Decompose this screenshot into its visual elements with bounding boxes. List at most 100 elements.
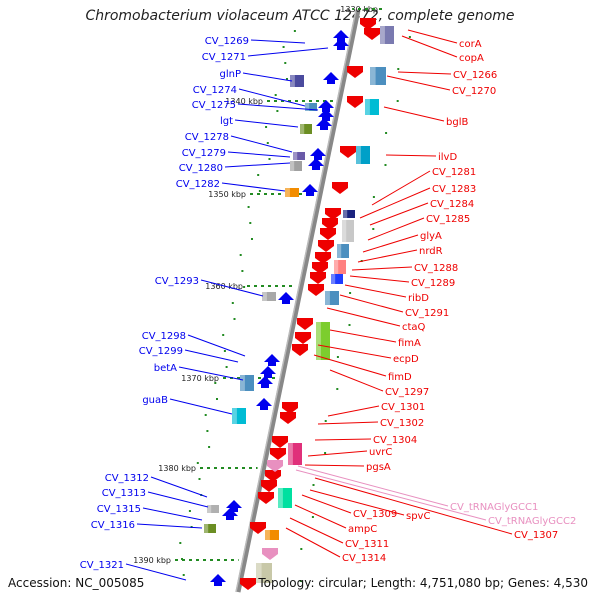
gene-label-ctaq[interactable]: ctaQ [402,322,426,333]
gene-label-cv-1291[interactable]: CV_1291 [405,308,449,319]
track-dot [284,62,287,64]
gene-label-cv-1298[interactable]: CV_1298 [142,331,186,342]
feature-block [305,103,317,111]
track-dot [276,110,279,112]
gene-label-uvrc[interactable]: uvrC [369,447,392,458]
gene-label-cv-1288[interactable]: CV_1288 [414,263,458,274]
gene-label-cv-1279[interactable]: CV_1279 [182,148,226,159]
gene-label-cv-1293[interactable]: CV_1293 [155,276,199,287]
gene-label-cv-1282[interactable]: CV_1282 [176,179,220,190]
reverse-arrow-icon [250,522,266,534]
forward-arrow-icon [222,508,238,520]
scale-tick-label: 1390 kbp [133,556,171,565]
gene-label-beta[interactable]: betA [154,363,177,374]
gene-label-lgt[interactable]: lgt [220,116,233,127]
reverse-arrow-icon [315,252,331,264]
track-dot [336,356,339,358]
label-leader [344,284,407,298]
feature-block [356,146,370,164]
gene-label-glnp[interactable]: glnP [220,69,242,80]
feature-block [293,152,305,160]
gene-label-fima[interactable]: fimA [398,338,421,349]
gene-label-cv-1289[interactable]: CV_1289 [411,278,455,289]
gene-label-cv-1309[interactable]: CV_1309 [353,509,397,520]
label-leader [313,354,387,377]
forward-arrow-icon [260,366,276,378]
gene-label-cv-1285[interactable]: CV_1285 [426,214,470,225]
feature-block [300,124,312,134]
gene-label-cv-1271[interactable]: CV_1271 [202,52,246,63]
track-dot [324,420,327,422]
gene-label-cv-1301[interactable]: CV_1301 [381,402,425,413]
track-dot [408,36,411,38]
gene-label-cv-1315[interactable]: CV_1315 [97,504,141,515]
gene-label-cv-1312[interactable]: CV_1312 [105,473,149,484]
gene-label-cv-1316[interactable]: CV_1316 [91,520,135,531]
reverse-arrow-icon [292,344,308,356]
gene-label-guab[interactable]: guaB [142,395,168,406]
gene-label-cv-1304[interactable]: CV_1304 [373,435,417,446]
gene-label-nrdr[interactable]: nrdR [419,246,443,257]
gene-label-cv-1311[interactable]: CV_1311 [345,539,389,550]
feature-block [262,292,276,301]
gene-label-copa[interactable]: copA [459,53,484,64]
gene-label-ampc[interactable]: ampC [348,524,377,535]
gene-label-bglb[interactable]: bglB [446,117,468,128]
label-leader [289,517,344,544]
label-leader [187,334,246,357]
reverse-arrow-icon [332,182,348,194]
gene-label-cv-trnaglygcc1[interactable]: CV_tRNAGlyGCC1 [450,502,538,513]
reverse-arrow-icon [318,240,334,252]
forward-arrow-icon [308,158,324,170]
track-dot [258,190,261,192]
track-dot [311,516,314,518]
scale-tick-label: 1380 kbp [158,464,196,473]
label-leader [367,217,425,241]
track-dot [214,382,217,384]
track-dot [285,78,288,80]
reverse-arrow-icon [310,272,326,284]
gene-label-cv-1302[interactable]: CV_1302 [380,418,424,429]
feature-block [337,244,349,258]
gene-label-cv-1284[interactable]: CV_1284 [430,199,474,210]
reverse-arrow-icon [240,578,256,590]
gene-label-glya[interactable]: glyA [420,231,442,242]
gene-label-cv-1280[interactable]: CV_1280 [179,163,223,174]
track-dot [208,446,211,448]
forward-arrow-icon [318,100,334,112]
gene-label-ilvd[interactable]: ilvD [438,152,457,163]
gene-label-ecpd[interactable]: ecpD [393,354,419,365]
gene-label-cv-1283[interactable]: CV_1283 [432,184,476,195]
gene-label-cv-1270[interactable]: CV_1270 [452,86,496,97]
gene-label-cv-1297[interactable]: CV_1297 [385,387,429,398]
gene-label-cv-1314[interactable]: CV_1314 [342,553,386,564]
scale-tick-label: 1340 kbp [225,97,263,106]
gene-label-cv-1281[interactable]: CV_1281 [432,167,476,178]
gene-label-cora[interactable]: corA [459,39,482,50]
gene-label-cv-1313[interactable]: CV_1313 [102,488,146,499]
gene-label-cv-1299[interactable]: CV_1299 [139,346,183,357]
label-leader [339,294,404,313]
gene-label-cv-1275[interactable]: CV_1275 [192,100,236,111]
feature-block [370,67,386,85]
gene-label-cv-1321[interactable]: CV_1321 [80,560,124,571]
feature-block [343,210,355,218]
gene-label-cv-1274[interactable]: CV_1274 [193,85,237,96]
forward-arrow-icon [316,118,332,130]
gene-label-cv-trnaglygcc2[interactable]: CV_tRNAGlyGCC2 [488,516,576,527]
gene-label-spvc[interactable]: spvC [406,511,430,522]
reverse-arrow-icon [297,318,313,330]
track-dot [206,430,209,432]
gene-label-cv-1269[interactable]: CV_1269 [205,36,249,47]
gene-label-cv-1307[interactable]: CV_1307 [514,530,558,541]
scale-tick-label: 1370 kbp [181,374,219,383]
gene-label-ribd[interactable]: ribD [408,293,429,304]
gene-label-cv-1278[interactable]: CV_1278 [185,132,229,143]
gene-label-cv-1266[interactable]: CV_1266 [453,70,497,81]
gene-label-pgsa[interactable]: pgsA [366,462,391,473]
track-dot [349,292,352,294]
label-leader [351,266,413,271]
gene-label-fimd[interactable]: fimD [388,372,412,383]
track-dot [188,510,191,512]
